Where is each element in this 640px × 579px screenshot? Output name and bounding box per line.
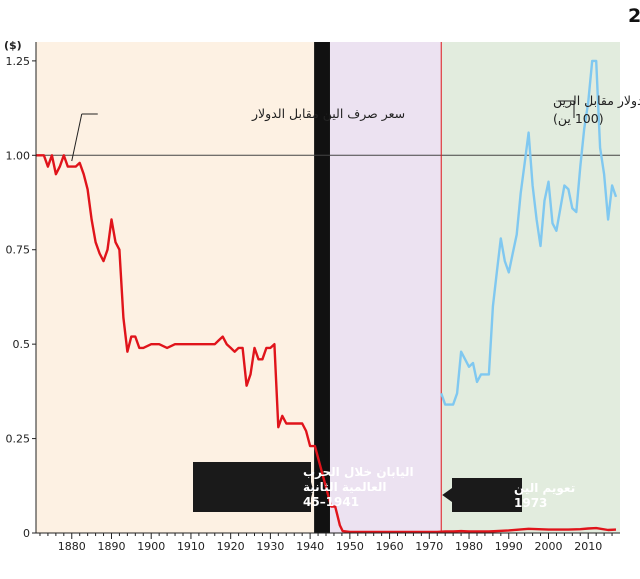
x-tick-label: 1960: [376, 540, 404, 553]
float-callout-pointer: [442, 488, 452, 502]
wwii-callout-pointer: [311, 482, 314, 498]
y-tick-label: 1.00: [6, 149, 31, 162]
era-region-2: [329, 42, 442, 533]
series-layer: [36, 59, 618, 534]
label-yen-per-dollar: سعر صرف الين مقابل الدولار: [251, 106, 405, 122]
label-dollar-per-100yen: (100 ين): [553, 111, 604, 127]
x-tick-label: 1920: [217, 540, 245, 553]
float-callout-text: 1973: [514, 496, 547, 510]
series-line-0: [36, 154, 617, 534]
x-tick-label: 2000: [534, 540, 562, 553]
x-tick-label: 1990: [495, 540, 523, 553]
era-region-1: [314, 42, 330, 533]
y-tick-label: 0.75: [6, 244, 31, 257]
wwii-callout-text: 1941–45: [303, 495, 359, 509]
y-tick-label: 1.25: [6, 55, 31, 68]
x-tick-label: 1950: [336, 540, 364, 553]
era-region-0: [36, 42, 315, 533]
era-region-3: [441, 42, 620, 533]
axes: 1880 1890 1900 1910 1920 1930 1940 1950 1960 1970…: [4, 39, 620, 553]
y-tick-label: 0: [23, 527, 30, 540]
annotations: سعر صرف الين مقابل الدولار الدولار مقابل …: [71, 93, 640, 512]
x-tick-label: 1940: [296, 540, 324, 553]
x-tick-label: 1970: [415, 540, 443, 553]
label-dollar-per-100yen: الدولار مقابل الرين: [553, 93, 640, 109]
wwii-callout-box: [193, 462, 311, 512]
x-tick-label: 1900: [137, 540, 165, 553]
reference-line: [36, 42, 620, 533]
x-tick-label: 1890: [97, 540, 125, 553]
x-tick-label: 2010: [574, 540, 602, 553]
x-tick-label: 1980: [455, 540, 483, 553]
x-tick-label: 1930: [256, 540, 284, 553]
y-tick-label: 0.5: [13, 338, 31, 351]
float-callout-text: تعويم الين: [514, 481, 575, 496]
leader-line: [71, 113, 83, 162]
era-regions: [36, 42, 620, 533]
x-tick-label: 1910: [177, 540, 205, 553]
wwii-callout-text: العالمية الثانية: [303, 480, 387, 494]
y-axis-unit: ($): [4, 39, 22, 52]
wwii-callout-text: اليابان خلال الحرب: [303, 465, 414, 479]
series-line-1: [440, 59, 618, 406]
x-tick-label: 1880: [58, 540, 86, 553]
float-callout-box: [452, 478, 522, 512]
chart-title: سعر صرف الين مقابل الدولار من 1973-2017: [628, 5, 640, 27]
y-tick-label: 0.25: [6, 433, 31, 446]
